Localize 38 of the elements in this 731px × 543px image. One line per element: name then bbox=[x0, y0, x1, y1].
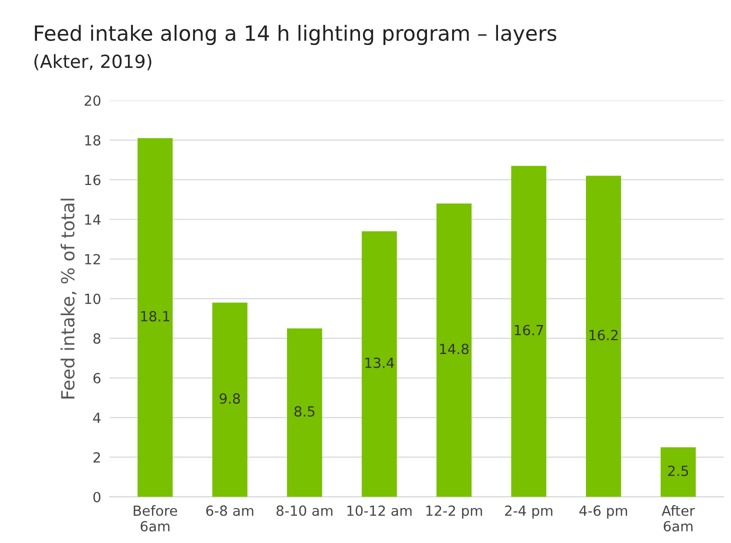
bar bbox=[212, 302, 248, 497]
bar bbox=[362, 231, 397, 497]
x-tick-label: 2-4 pm bbox=[505, 505, 552, 519]
data-label: 8.5 bbox=[294, 406, 314, 417]
data-label: 16.2 bbox=[590, 330, 618, 340]
y-tick-label: 16 bbox=[85, 174, 100, 186]
bar bbox=[511, 166, 546, 497]
y-tick-label: 14 bbox=[85, 214, 101, 225]
data-label: 16.7 bbox=[514, 324, 544, 336]
bar bbox=[287, 328, 322, 497]
chart-title: Feed intake along a 14 h lighting program – layers bbox=[34, 24, 556, 46]
x-tick-label: 4-6 pm bbox=[579, 505, 628, 519]
y-tick-label: 6 bbox=[93, 372, 100, 384]
y-tick-label: 10 bbox=[85, 294, 100, 304]
y-tick-label: 0 bbox=[93, 492, 100, 502]
x-tick-label: 10-12 am bbox=[347, 505, 412, 516]
x-tick-label: Before 6am bbox=[134, 505, 178, 532]
x-tick-label: 12-2 pm bbox=[426, 505, 482, 519]
data-label: 2.5 bbox=[668, 466, 688, 476]
chart-subtitle: (Akter, 2019) bbox=[34, 54, 152, 70]
bar bbox=[660, 447, 696, 497]
y-axis-title: Feed intake, % of total bbox=[60, 198, 76, 398]
data-label: 14.8 bbox=[440, 344, 469, 354]
bar bbox=[436, 204, 472, 497]
x-tick-label: 6-8 am bbox=[206, 505, 254, 516]
data-label: 18.1 bbox=[141, 311, 170, 322]
x-tick-label: 8-10 am bbox=[276, 505, 332, 516]
y-tick-label: 8 bbox=[93, 333, 100, 344]
y-tick-label: 12 bbox=[85, 254, 100, 264]
data-label: 9.8 bbox=[220, 393, 240, 404]
y-tick-label: 20 bbox=[84, 95, 100, 106]
y-tick-label: 18 bbox=[85, 135, 100, 146]
bar bbox=[138, 138, 173, 497]
x-tick-label: After 6am bbox=[662, 505, 695, 532]
bar bbox=[586, 176, 622, 497]
data-label: 13.4 bbox=[365, 358, 394, 368]
y-tick-label: 2 bbox=[94, 452, 100, 462]
y-tick-label: 4 bbox=[93, 412, 101, 423]
